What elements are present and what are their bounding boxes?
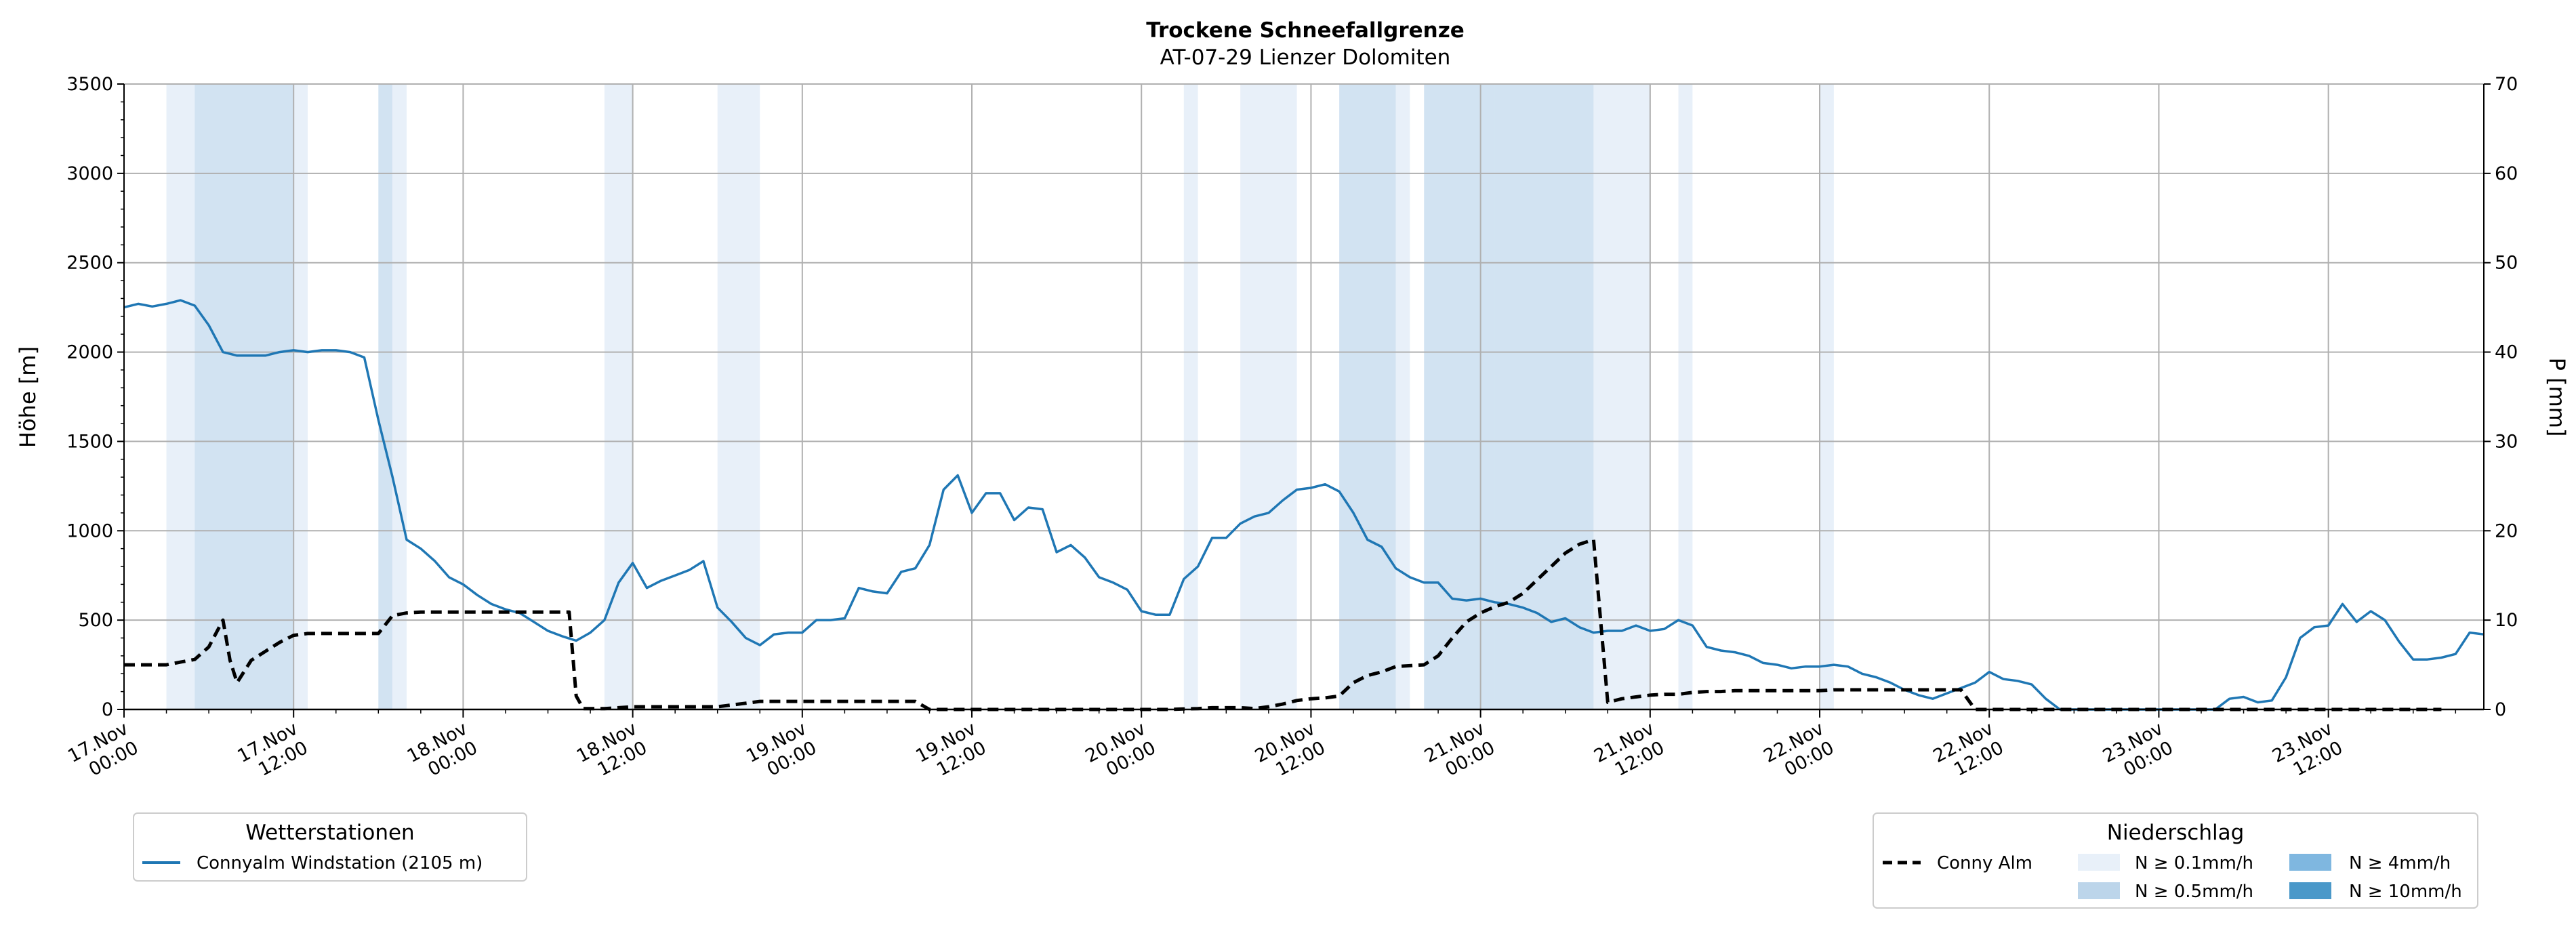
precip-band-7: [1183, 84, 1198, 709]
y-tick-label-7: 3500: [66, 74, 113, 95]
y2-tick-label-0: 0: [2495, 699, 2506, 720]
legend-stations-frame: [133, 812, 527, 882]
y2-tick-label-7: 70: [2495, 74, 2518, 95]
precip-band-3: [378, 84, 393, 709]
precip-band-11: [1424, 84, 1495, 709]
y2-tick-label-6: 60: [2495, 163, 2518, 184]
chart-title: Trockene Schneefallgrenze: [1146, 18, 1465, 43]
y-tick-label-5: 2500: [66, 253, 113, 274]
precip-band-0: [166, 84, 195, 709]
x-tick-label-10: 22.Nov00:00: [1760, 718, 1837, 787]
precip-band-9: [1339, 84, 1396, 709]
precip-band-13: [1593, 84, 1650, 709]
y-tick-label-6: 3000: [66, 163, 113, 184]
legend-level-2-label: N ≥ 4mm/h: [2349, 853, 2451, 873]
y-tick-label-3: 1500: [66, 431, 113, 452]
x-tick-label-8: 21.Nov00:00: [1421, 718, 1498, 787]
legend-level-0-swatch: [2078, 854, 2120, 871]
y2-tick-label-1: 10: [2495, 610, 2518, 631]
legend-level-1-label: N ≥ 0.5mm/h: [2135, 882, 2253, 902]
y-tick-label-2: 1000: [66, 520, 113, 541]
y2-tick-label-2: 20: [2495, 520, 2518, 541]
legend-station-label: Connyalm Windstation (2105 m): [197, 853, 483, 873]
series-line-0: [123, 299, 2485, 711]
precip-band-12: [1494, 84, 1594, 709]
precip-band-2: [293, 84, 308, 709]
precip-band-4: [392, 84, 407, 709]
precip-band-8: [1240, 84, 1297, 709]
legend-precip: Niederschlag Conny Alm N ≥ 0.1mm/h N ≥ 0…: [1873, 812, 2478, 909]
x-tick-label-6: 20.Nov00:00: [1082, 718, 1160, 787]
legend-level-2-swatch: [2289, 854, 2331, 871]
legend-stations-title: Wetterstationen: [245, 821, 414, 845]
y2-axis-label: P [mm]: [2544, 358, 2570, 437]
y-tick-label-4: 2000: [66, 342, 113, 363]
x-tick-label-12: 23.Nov00:00: [2100, 718, 2177, 787]
legend-precip-line-label: Conny Alm: [1937, 853, 2032, 873]
y-tick-label-1: 500: [78, 610, 113, 631]
grid-lines: [123, 83, 2484, 710]
legend-level-1-swatch: [2078, 882, 2120, 899]
precip-band-1: [195, 84, 294, 709]
x-tick-label-4: 19.Nov00:00: [743, 718, 820, 787]
precip-band-15: [1820, 84, 1834, 709]
precip-band-10: [1395, 84, 1410, 709]
precip-bands: [166, 84, 1834, 709]
precip-band-5: [604, 84, 633, 709]
x-tick-label-2: 18.Nov00:00: [404, 718, 481, 787]
x-tick-label-0: 17.Nov00:00: [64, 718, 142, 787]
legend-level-3-label: N ≥ 10mm/h: [2349, 882, 2462, 902]
precip-band-14: [1678, 84, 1693, 709]
y2-tick-label-3: 30: [2495, 431, 2518, 452]
x-tick-label-1: 17.Nov12:00: [234, 718, 311, 787]
y-tick-label-0: 0: [102, 699, 113, 720]
x-tick-label-5: 19.Nov12:00: [912, 718, 989, 787]
legend-precip-title: Niederschlag: [2107, 821, 2245, 845]
legend-level-3-swatch: [2289, 882, 2331, 899]
legend-stations: Wetterstationen Connyalm Windstation (21…: [133, 812, 527, 882]
legend-level-0-label: N ≥ 0.1mm/h: [2135, 853, 2253, 873]
x-tick-label-3: 18.Nov12:00: [573, 718, 651, 787]
y-axis-label: Höhe [m]: [15, 346, 41, 448]
y2-tick-label-5: 50: [2495, 253, 2518, 274]
x-tick-label-9: 21.Nov12:00: [1591, 718, 1668, 787]
x-tick-label-7: 20.Nov12:00: [1252, 718, 1329, 787]
series-lines: [123, 299, 2485, 711]
y2-tick-label-4: 40: [2495, 342, 2518, 363]
x-tick-label-11: 22.Nov12:00: [1930, 718, 2007, 787]
precip-band-6: [717, 84, 760, 709]
x-tick-label-13: 23.Nov12:00: [2269, 718, 2346, 787]
chart-subtitle: AT-07-29 Lienzer Dolomiten: [1160, 45, 1451, 70]
